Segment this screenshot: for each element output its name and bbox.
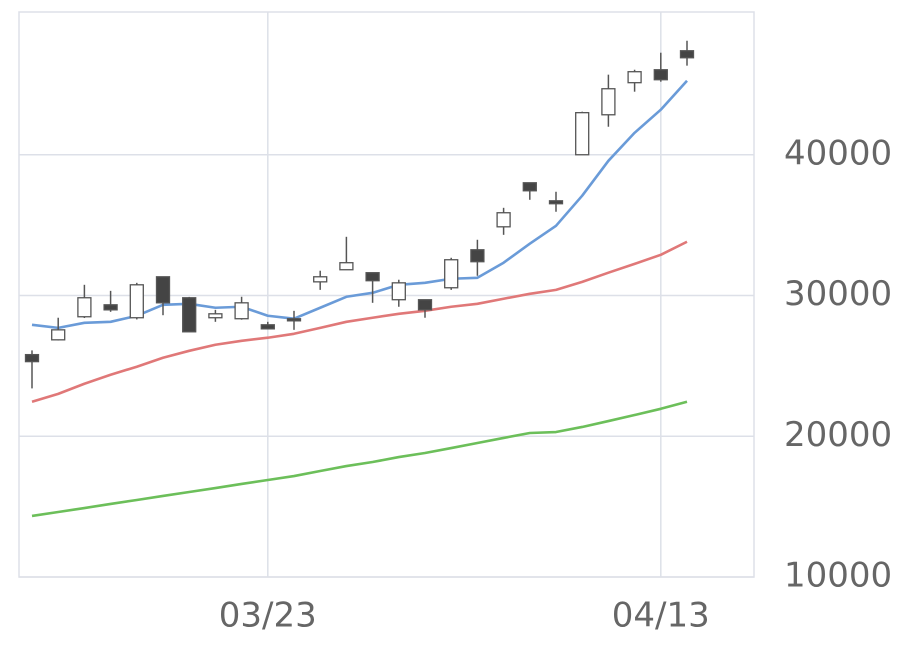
candle-body (575, 112, 590, 156)
candle-body (182, 297, 197, 333)
y-tick-label: 20000 (784, 415, 892, 455)
candle-body (365, 272, 380, 282)
candle-body (444, 259, 459, 289)
y-tick-label: 10000 (784, 556, 892, 596)
y-tick-label: 40000 (784, 133, 892, 173)
candle-body (129, 284, 144, 319)
candle-body (208, 313, 223, 319)
candle-body (24, 353, 40, 363)
candle-body (339, 262, 354, 271)
candle-body (391, 282, 406, 301)
candle-body (522, 182, 537, 192)
moving-average-line (31, 400, 688, 518)
candle-body (260, 324, 275, 330)
candle-body (77, 297, 92, 318)
candle-body (417, 299, 433, 311)
candle-body (601, 88, 616, 116)
plot-area (18, 11, 755, 578)
x-tick-label: 03/23 (219, 596, 317, 636)
candle-body (548, 200, 564, 205)
y-tick-label: 30000 (784, 274, 892, 314)
x-tick-label: 04/13 (612, 596, 710, 636)
candle-body (470, 249, 485, 263)
candle-body (653, 69, 668, 81)
candle-body (234, 302, 249, 320)
candle-body (286, 318, 302, 322)
moving-average-line (31, 240, 688, 404)
candle-body (313, 276, 328, 283)
candle-body (627, 71, 642, 84)
candle-body (679, 50, 695, 59)
candle-body (496, 212, 511, 228)
candle-body (51, 329, 66, 341)
candle-body (103, 304, 118, 311)
candle-body (155, 276, 171, 304)
